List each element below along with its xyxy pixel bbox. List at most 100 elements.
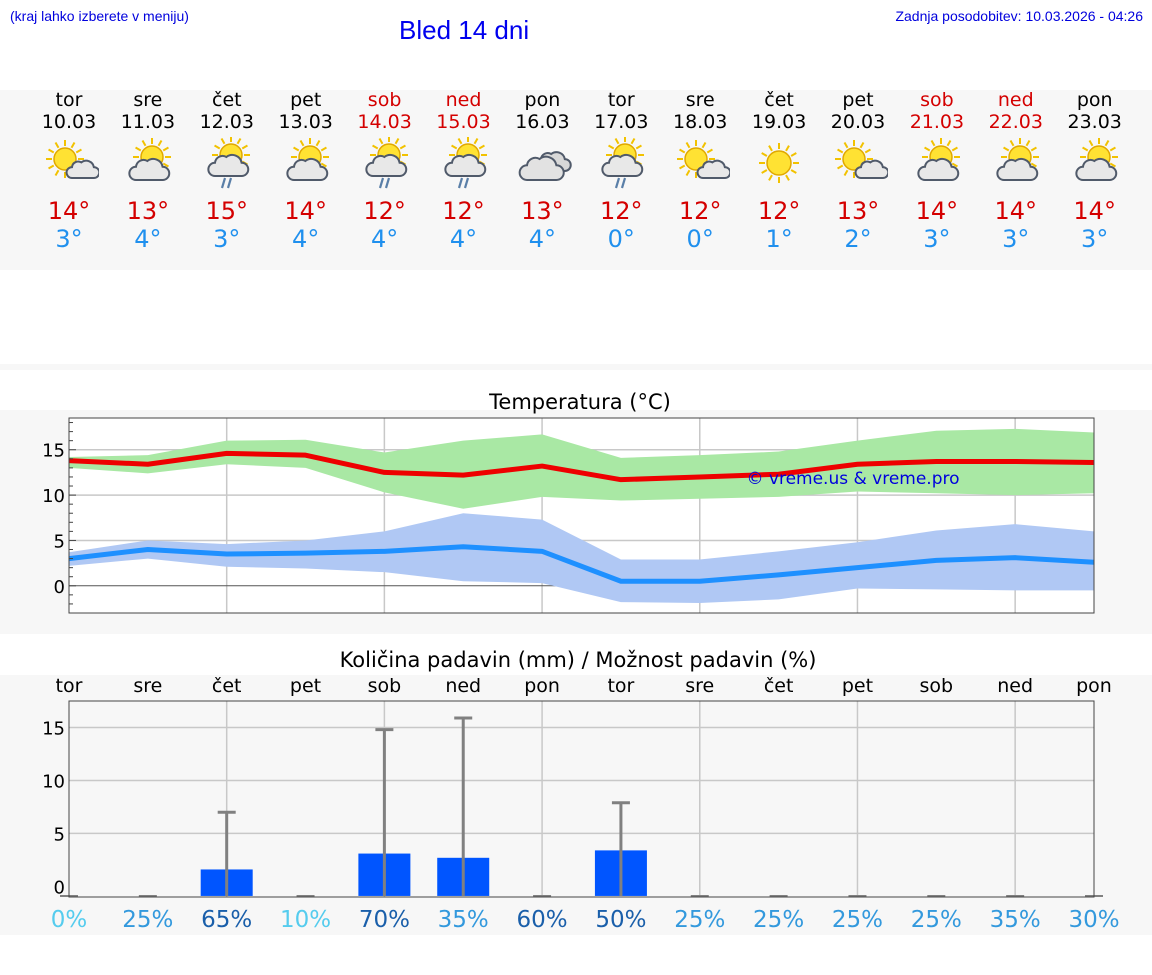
min-temperature: 3° bbox=[1081, 225, 1109, 253]
precipitation-chart-title: Količina padavin (mm) / Možnost padavin … bbox=[340, 648, 817, 672]
sun-cloud-small-icon bbox=[835, 140, 888, 179]
day-date: 11.03 bbox=[120, 111, 176, 133]
day-date: 23.03 bbox=[1067, 111, 1122, 133]
precip-day-label: sre bbox=[133, 675, 162, 697]
day-name: pet bbox=[290, 89, 322, 111]
temperature-tick-label: 15 bbox=[42, 441, 65, 462]
day-date: 22.03 bbox=[988, 111, 1043, 133]
precipitation-plot-area bbox=[69, 701, 1094, 897]
forecast-day-12: ned 22.03 14° 3° bbox=[976, 88, 1056, 253]
min-temperature: 3° bbox=[213, 225, 241, 253]
precip-probability: 35% bbox=[990, 907, 1041, 933]
day-name: sob bbox=[920, 89, 954, 111]
precip-day-label: tor bbox=[607, 675, 634, 697]
forecast-day-4: sob 14.03 12° 4° bbox=[345, 88, 425, 253]
forecast-day-6: pon 16.03 13° 4° bbox=[502, 88, 582, 253]
day-date: 21.03 bbox=[909, 111, 965, 133]
day-name: sob bbox=[367, 89, 402, 111]
min-temperature: 4° bbox=[370, 225, 399, 253]
forecast-day-9: čet 19.03 12° 1° bbox=[739, 88, 819, 253]
precip-day-label: ned bbox=[997, 675, 1033, 697]
sun-cloud-icon bbox=[286, 138, 329, 181]
precip-probability: 70% bbox=[359, 907, 410, 933]
precip-day-label: sob bbox=[368, 675, 402, 697]
precip-tick-label: 0 bbox=[54, 877, 65, 898]
precip-probability: 25% bbox=[122, 907, 173, 933]
precip-probability: 0% bbox=[51, 907, 88, 933]
precip-day-label: pet bbox=[842, 675, 873, 697]
forecast-day-10: pet 20.03 13° 2° bbox=[818, 88, 898, 253]
forecast-day-11: sob 21.03 14° 3° bbox=[897, 88, 977, 253]
precipitation-chart: Količina padavin (mm) / Možnost padavin … bbox=[42, 648, 1119, 933]
sun-cloud-icon bbox=[128, 138, 171, 181]
day-date: 20.03 bbox=[830, 111, 886, 133]
precip-day-label: čet bbox=[764, 675, 794, 697]
precip-probability: 25% bbox=[753, 907, 804, 933]
precip-probability: 30% bbox=[1068, 907, 1119, 933]
forecast-day-13: pon 23.03 14° 3° bbox=[1055, 88, 1135, 253]
temperature-chart-title: Temperatura (°C) bbox=[488, 390, 671, 414]
precip-probability: 25% bbox=[674, 907, 725, 933]
location-hint: (kraj lahko izberete v meniju) bbox=[10, 8, 189, 24]
max-temperature: 12° bbox=[600, 197, 643, 225]
cloudy-icon bbox=[519, 151, 573, 181]
max-temperature: 14° bbox=[915, 197, 959, 225]
min-temperature-line bbox=[68, 544, 1095, 584]
min-temperature: 3° bbox=[923, 225, 951, 253]
sun-cloud-rain-icon bbox=[601, 137, 645, 189]
daily-forecast-strip: tor 10.03 14° 3° sre 11.03 13° 4° čet 12.03 15° 3° p… bbox=[0, 88, 1152, 270]
day-name: pon bbox=[1076, 89, 1113, 111]
day-name: ned bbox=[997, 89, 1034, 111]
min-temperature: 0° bbox=[607, 225, 635, 253]
max-temperature-line bbox=[68, 450, 1095, 483]
page-title: Bled 14 dni bbox=[399, 15, 530, 45]
precip-tick-label: 5 bbox=[54, 824, 65, 845]
day-date: 18.03 bbox=[672, 111, 728, 133]
day-date: 16.03 bbox=[515, 111, 570, 133]
sun-icon bbox=[759, 143, 800, 183]
watermark: © vreme.us & vreme.pro bbox=[746, 469, 959, 489]
forecast-band bbox=[0, 90, 1152, 270]
forecast-day-5: ned 15.03 12° 4° bbox=[424, 88, 504, 253]
min-temperature: 4° bbox=[528, 225, 557, 253]
max-temperature: 12° bbox=[363, 197, 406, 225]
min-temperature: 1° bbox=[765, 225, 793, 253]
precip-day-label: ned bbox=[445, 675, 481, 697]
divider-band bbox=[0, 364, 1152, 370]
precip-probability: 10% bbox=[280, 907, 331, 933]
sun-cloud-icon bbox=[917, 138, 960, 181]
max-temperature: 13° bbox=[126, 197, 170, 225]
temperature-tick-label: 5 bbox=[54, 531, 65, 552]
max-temperature: 14° bbox=[284, 197, 327, 225]
temperature-tick-label: 10 bbox=[42, 486, 65, 507]
forecast-day-8: sre 18.03 12° 0° bbox=[660, 88, 740, 253]
min-temperature: 3° bbox=[1002, 225, 1030, 253]
temperature-chart: Temperatura (°C) 0 5 10 15 © vreme.us & vre… bbox=[42, 390, 1095, 614]
precip-probability: 35% bbox=[438, 907, 489, 933]
forecast-day-2: čet 12.03 15° 3° bbox=[187, 88, 267, 253]
day-name: pon bbox=[524, 89, 561, 111]
max-temperature-range-band bbox=[69, 428, 1094, 509]
sun-cloud-small-icon bbox=[677, 140, 731, 179]
min-temperature: 2° bbox=[844, 225, 872, 253]
max-temperature: 15° bbox=[205, 197, 249, 225]
sun-cloud-rain-icon bbox=[207, 137, 250, 189]
last-updated: Zadnja posodobitev: 10.03.2026 - 04:26 bbox=[895, 8, 1143, 24]
min-temperature: 0° bbox=[686, 225, 714, 253]
day-name: sre bbox=[685, 89, 715, 111]
precip-probability: 65% bbox=[201, 907, 252, 933]
precip-probability: 25% bbox=[832, 907, 883, 933]
day-date: 14.03 bbox=[357, 111, 412, 133]
forecast-day-1: sre 11.03 13° 4° bbox=[108, 88, 188, 253]
day-date: 13.03 bbox=[278, 111, 333, 133]
min-temperature: 4° bbox=[449, 225, 478, 253]
min-temperature: 4° bbox=[134, 225, 162, 253]
precipitation-frame bbox=[68, 700, 1095, 898]
sun-cloud-rain-icon bbox=[443, 137, 487, 189]
day-name: čet bbox=[764, 89, 794, 111]
max-temperature: 12° bbox=[757, 197, 801, 225]
day-date: 15.03 bbox=[436, 111, 491, 133]
day-name: ned bbox=[445, 89, 482, 111]
day-name: pet bbox=[842, 89, 874, 111]
temperature-frame bbox=[68, 417, 1095, 614]
